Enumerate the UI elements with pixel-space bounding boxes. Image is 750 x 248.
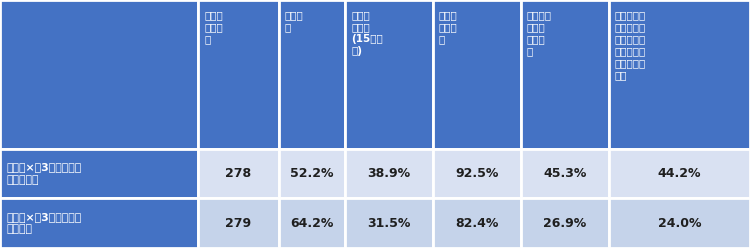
Bar	[433, 198, 520, 248]
Bar	[0, 0, 198, 149]
Text: 52.2%: 52.2%	[290, 167, 334, 180]
Bar	[0, 198, 198, 248]
Bar	[345, 0, 433, 149]
Bar	[0, 149, 198, 198]
Bar	[608, 149, 750, 198]
Text: 男性比
率: 男性比 率	[284, 10, 303, 32]
Bar	[198, 149, 278, 198]
Text: 278: 278	[225, 167, 251, 180]
Text: 大学進学決
定時期・中
学校卒業以
前に決定し
ていた者の
割合: 大学進学決 定時期・中 学校卒業以 前に決定し ていた者の 割合	[614, 10, 646, 80]
Bar	[278, 0, 345, 149]
Bar	[345, 149, 433, 198]
Text: 大学卒×高3時就職する
友人いない: 大学卒×高3時就職する 友人いない	[6, 162, 81, 185]
Text: サンプ
ルサイ
ズ: サンプ ルサイ ズ	[204, 10, 223, 44]
Text: 92.5%: 92.5%	[455, 167, 499, 180]
Bar	[608, 0, 750, 149]
Bar	[520, 198, 608, 248]
Text: 26.9%: 26.9%	[543, 217, 586, 230]
Bar	[345, 198, 433, 248]
Bar	[278, 198, 345, 248]
Text: 82.4%: 82.4%	[455, 217, 499, 230]
Bar	[433, 0, 520, 149]
Text: 45.3%: 45.3%	[543, 167, 586, 180]
Bar	[278, 149, 345, 198]
Bar	[520, 0, 608, 149]
Text: 大学卒×高3時就職する
友人いた: 大学卒×高3時就職する 友人いた	[6, 212, 81, 234]
Text: 24.0%: 24.0%	[658, 217, 701, 230]
Bar	[198, 198, 278, 248]
Bar	[198, 0, 278, 149]
Text: 64.2%: 64.2%	[290, 217, 334, 230]
Bar	[520, 149, 608, 198]
Text: 279: 279	[225, 217, 251, 230]
Text: 38.9%: 38.9%	[368, 167, 410, 180]
Text: 地方居
住　率
(15　歳
時): 地方居 住 率 (15 歳 時)	[351, 10, 382, 56]
Text: 普通科
高校卒
率: 普通科 高校卒 率	[439, 10, 458, 44]
Text: 中　学３
年時成
績上位
率: 中 学３ 年時成 績上位 率	[526, 10, 552, 56]
Text: 31.5%: 31.5%	[368, 217, 410, 230]
Text: 44.2%: 44.2%	[658, 167, 701, 180]
Bar	[608, 198, 750, 248]
Bar	[433, 149, 520, 198]
